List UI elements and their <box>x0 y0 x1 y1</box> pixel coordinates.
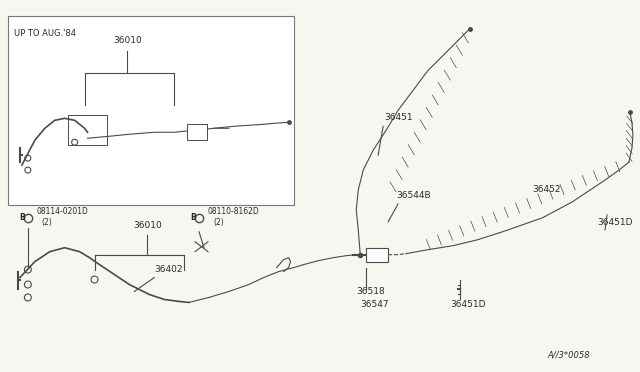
Bar <box>366 248 388 262</box>
Text: 36547: 36547 <box>360 301 389 310</box>
Text: UP TO AUG.'84: UP TO AUG.'84 <box>14 29 76 38</box>
Text: 36518: 36518 <box>356 288 385 296</box>
Text: B: B <box>190 214 196 222</box>
Text: 36544B: 36544B <box>396 191 431 200</box>
Bar <box>187 124 207 140</box>
Text: 36451: 36451 <box>384 113 413 122</box>
Text: 08114-0201D: 08114-0201D <box>37 207 89 216</box>
Text: 36402: 36402 <box>154 264 183 273</box>
Bar <box>68 115 108 145</box>
Text: B: B <box>19 214 25 222</box>
Text: 36010: 36010 <box>133 221 162 230</box>
Text: 08110-8162D: 08110-8162D <box>208 207 260 216</box>
Text: 36010: 36010 <box>113 36 141 45</box>
Text: 36451D: 36451D <box>597 218 632 227</box>
Text: (2): (2) <box>213 218 224 227</box>
Text: (2): (2) <box>42 218 52 227</box>
Text: A//3*0058: A//3*0058 <box>547 350 590 359</box>
Bar <box>8 16 294 205</box>
Text: 36451D: 36451D <box>450 301 485 310</box>
Text: 36452: 36452 <box>532 185 561 194</box>
